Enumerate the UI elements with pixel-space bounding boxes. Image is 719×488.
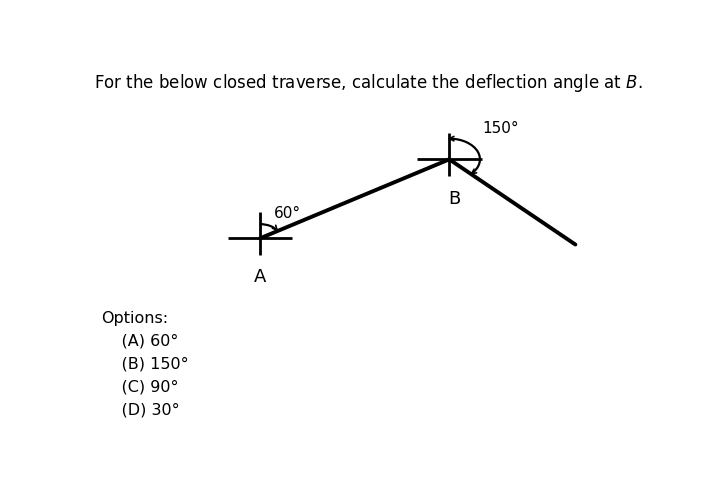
Text: B: B <box>449 190 461 208</box>
Text: Options:
    (A) 60°
    (B) 150°
    (C) 90°
    (D) 30°: Options: (A) 60° (B) 150° (C) 90° (D) 30… <box>101 310 188 416</box>
Text: For the below closed traverse, calculate the deflection angle at $B$.: For the below closed traverse, calculate… <box>94 72 643 94</box>
Text: 150°: 150° <box>482 121 519 136</box>
Text: A: A <box>254 267 266 285</box>
Text: 60°: 60° <box>274 206 301 221</box>
